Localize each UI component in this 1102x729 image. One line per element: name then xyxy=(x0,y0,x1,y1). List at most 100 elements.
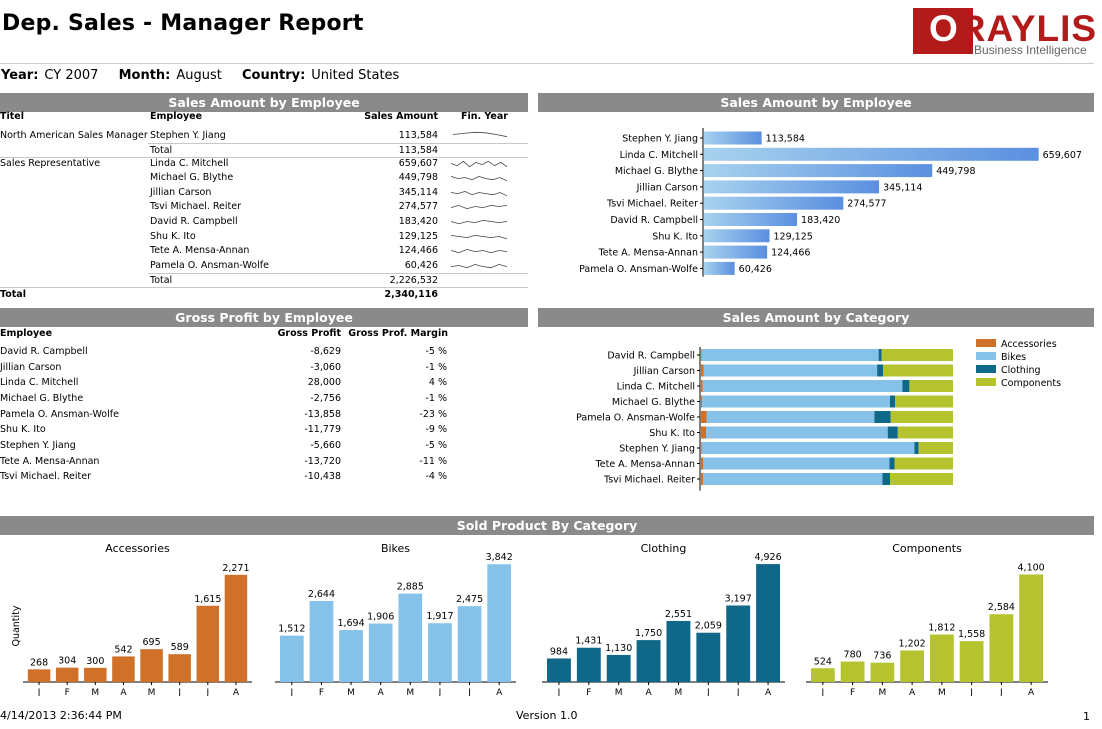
x-tick-label: A xyxy=(233,688,240,696)
bar xyxy=(339,630,363,682)
group-total-value: 113,584 xyxy=(398,145,438,156)
category-chart-header: Sales Amount by Category xyxy=(538,308,1094,327)
stacked-segment xyxy=(706,411,875,423)
col-employee: Employee xyxy=(150,111,203,122)
oraylis-logo: ORAYLIS Business Intelligence xyxy=(913,8,1097,57)
col-titel: Titel xyxy=(0,111,24,122)
category-label: Linda C. Mitchell xyxy=(620,150,698,161)
stacked-segment xyxy=(701,411,707,423)
x-tick-label: A xyxy=(496,688,503,696)
bar xyxy=(704,147,1039,161)
bar xyxy=(606,654,631,682)
stacked-segment xyxy=(701,473,704,485)
filter-bar: Year: CY 2007 Month: August Country: United… xyxy=(1,68,415,83)
data-label: 1,906 xyxy=(367,612,394,623)
data-label: 1,812 xyxy=(928,622,955,633)
category-label: Pamela O. Ansman-Wolfe xyxy=(576,413,695,424)
table-row-employee: Shu K. Ito xyxy=(150,231,196,242)
legend-label: Bikes xyxy=(1001,352,1026,363)
stacked-segment xyxy=(702,395,890,408)
x-tick-label: A xyxy=(765,688,772,696)
category-label: Linda C. Mitchell xyxy=(617,382,695,393)
x-tick-label: A xyxy=(120,688,127,696)
sales-table-header: Sales Amount by Employee xyxy=(0,93,528,112)
x-tick-label: J xyxy=(736,688,740,696)
stacked-segment xyxy=(702,380,903,392)
gross-profit-table: Employee Gross Profit Gross Prof. Margin… xyxy=(0,0,530,500)
bar xyxy=(870,662,895,682)
table-row-profit: 28,000 xyxy=(307,377,341,388)
x-tick-label: J xyxy=(969,688,973,696)
bar xyxy=(959,641,984,682)
group-total-value: 2,226,532 xyxy=(389,275,438,286)
stacked-segment xyxy=(703,364,878,377)
col-sales-amount: Sales Amount xyxy=(364,111,438,122)
table-row-amount: 124,466 xyxy=(398,245,438,256)
x-tick-label: A xyxy=(645,688,652,696)
stacked-segment xyxy=(878,349,882,361)
category-label: David R. Campbell xyxy=(607,351,695,362)
stacked-segment xyxy=(877,364,884,377)
grand-total-label: Total xyxy=(0,289,26,300)
x-tick-label: F xyxy=(586,688,591,696)
table-row-employee: Stephen Y. Jiang xyxy=(150,130,226,141)
col-gross-profit: Gross Profit xyxy=(277,328,341,339)
bar xyxy=(1019,574,1044,682)
data-label: 4,100 xyxy=(1018,562,1045,573)
data-label: 183,420 xyxy=(801,215,840,226)
bar xyxy=(55,667,79,682)
data-label: 1,750 xyxy=(635,628,662,639)
table-row-margin: -9 % xyxy=(425,424,447,435)
legend-label: Clothing xyxy=(1001,365,1041,376)
table-row-amount: 60,426 xyxy=(404,260,438,271)
stacked-segment xyxy=(890,473,953,485)
table-row-employee: Stephen Y. Jiang xyxy=(0,440,76,451)
data-label: 3,842 xyxy=(486,552,513,563)
data-label: 695 xyxy=(142,637,160,648)
stacked-segment xyxy=(902,380,910,392)
x-tick-label: M xyxy=(347,688,355,696)
x-tick-label: M xyxy=(675,688,683,696)
sparkline xyxy=(450,263,508,269)
sold-product-charts: Accessories J 268 F 304 M 300 A 542 M 695 J 589 J 1,61… xyxy=(11,542,1048,696)
data-label: 268 xyxy=(30,657,48,668)
data-label: 984 xyxy=(550,646,568,657)
bar xyxy=(704,180,880,194)
table-row-profit: -13,858 xyxy=(304,409,341,420)
data-label: 1,694 xyxy=(337,618,364,629)
logo-rest: RAYLIS xyxy=(958,8,1098,49)
filter-country-label: Country: xyxy=(242,68,306,83)
sparkline xyxy=(450,160,508,168)
legend-swatch xyxy=(976,378,996,386)
x-tick-label: J xyxy=(467,688,471,696)
data-label: 1,512 xyxy=(278,624,305,635)
group-total-label: Total xyxy=(150,145,173,156)
table-row-profit: -10,438 xyxy=(304,471,341,482)
bar xyxy=(196,605,220,682)
sparkline xyxy=(450,248,508,254)
bar xyxy=(487,564,512,682)
table-row-employee: Jillian Carson xyxy=(150,187,212,198)
table-row-amount: 345,114 xyxy=(398,187,438,198)
category-label: Michael G. Blythe xyxy=(612,397,695,408)
table-row-margin: -23 % xyxy=(419,409,447,420)
table-row-margin: -11 % xyxy=(419,456,447,467)
data-label: 3,197 xyxy=(725,593,752,604)
bar xyxy=(112,656,135,682)
table-row-margin: 4 % xyxy=(428,377,447,388)
stacked-segment xyxy=(701,426,707,439)
table-row-employee: Linda C. Mitchell xyxy=(150,158,229,169)
x-tick-label: J xyxy=(999,688,1003,696)
data-label: 1,615 xyxy=(194,594,221,605)
bar xyxy=(900,650,925,682)
bar xyxy=(704,261,735,275)
stacked-segment xyxy=(701,395,703,408)
logo-wordmark: ORAYLIS xyxy=(929,8,1097,50)
data-label: 2,584 xyxy=(988,602,1015,613)
category-label: Jillian Carson xyxy=(633,366,695,377)
category-label: Tsvi Michael. Reiter xyxy=(603,475,695,486)
data-label: 2,475 xyxy=(456,594,483,605)
stacked-segment xyxy=(889,457,895,470)
bar xyxy=(666,620,691,682)
category-label: Stephen Y. Jiang xyxy=(622,134,698,145)
